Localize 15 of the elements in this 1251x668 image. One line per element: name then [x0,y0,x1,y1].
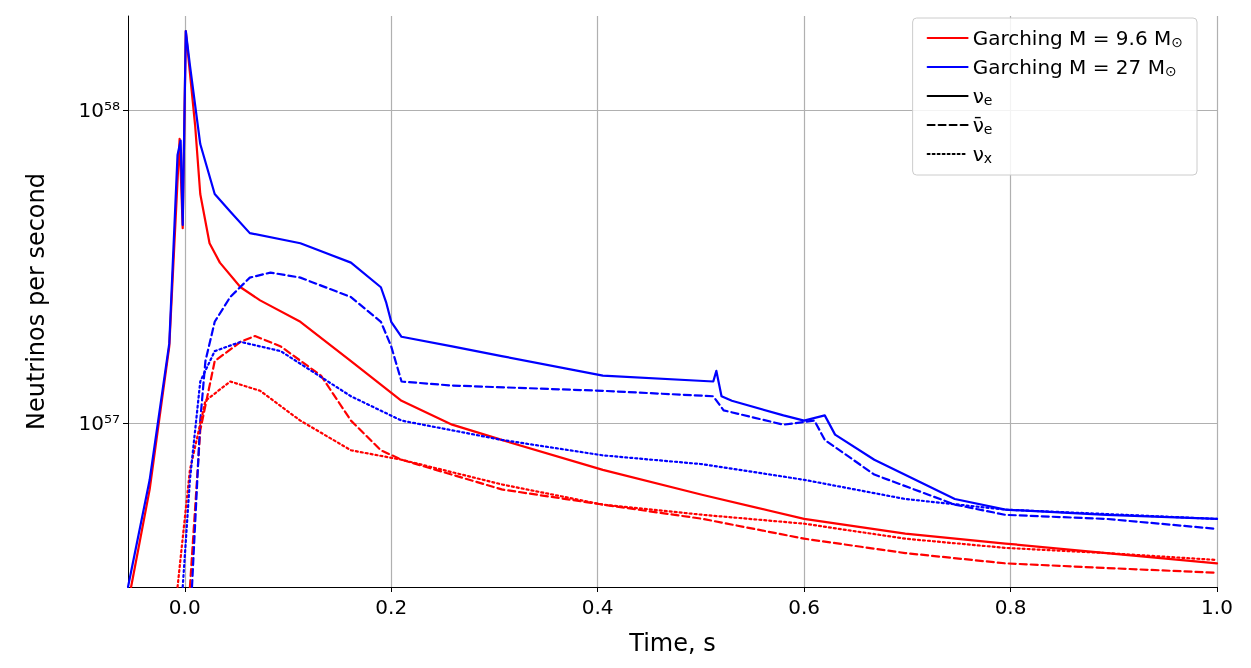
x-axis-title: Time, s [628,629,716,657]
y-tick-label: 10⁵⁷ [78,411,120,436]
legend-label: ν̄e [972,113,993,137]
y-axis-title: Neutrinos per second [22,173,50,430]
x-tick-label: 1.0 [1201,595,1233,619]
x-tick-label: 0.8 [994,595,1027,619]
x-tick-label: 0.4 [581,595,614,619]
legend-label: νe [972,84,993,108]
legend-label: Garching M = 9.6 M⊙ [972,26,1183,50]
x-tick-label: 0.6 [788,595,821,619]
x-tick-label: 0.2 [375,595,408,619]
legend-label: νx [972,142,993,166]
x-tick-label: 0.0 [168,595,201,619]
y-tick-label: 10⁵⁸ [78,98,120,123]
legend-label: Garching M = 27 M⊙ [972,55,1177,79]
